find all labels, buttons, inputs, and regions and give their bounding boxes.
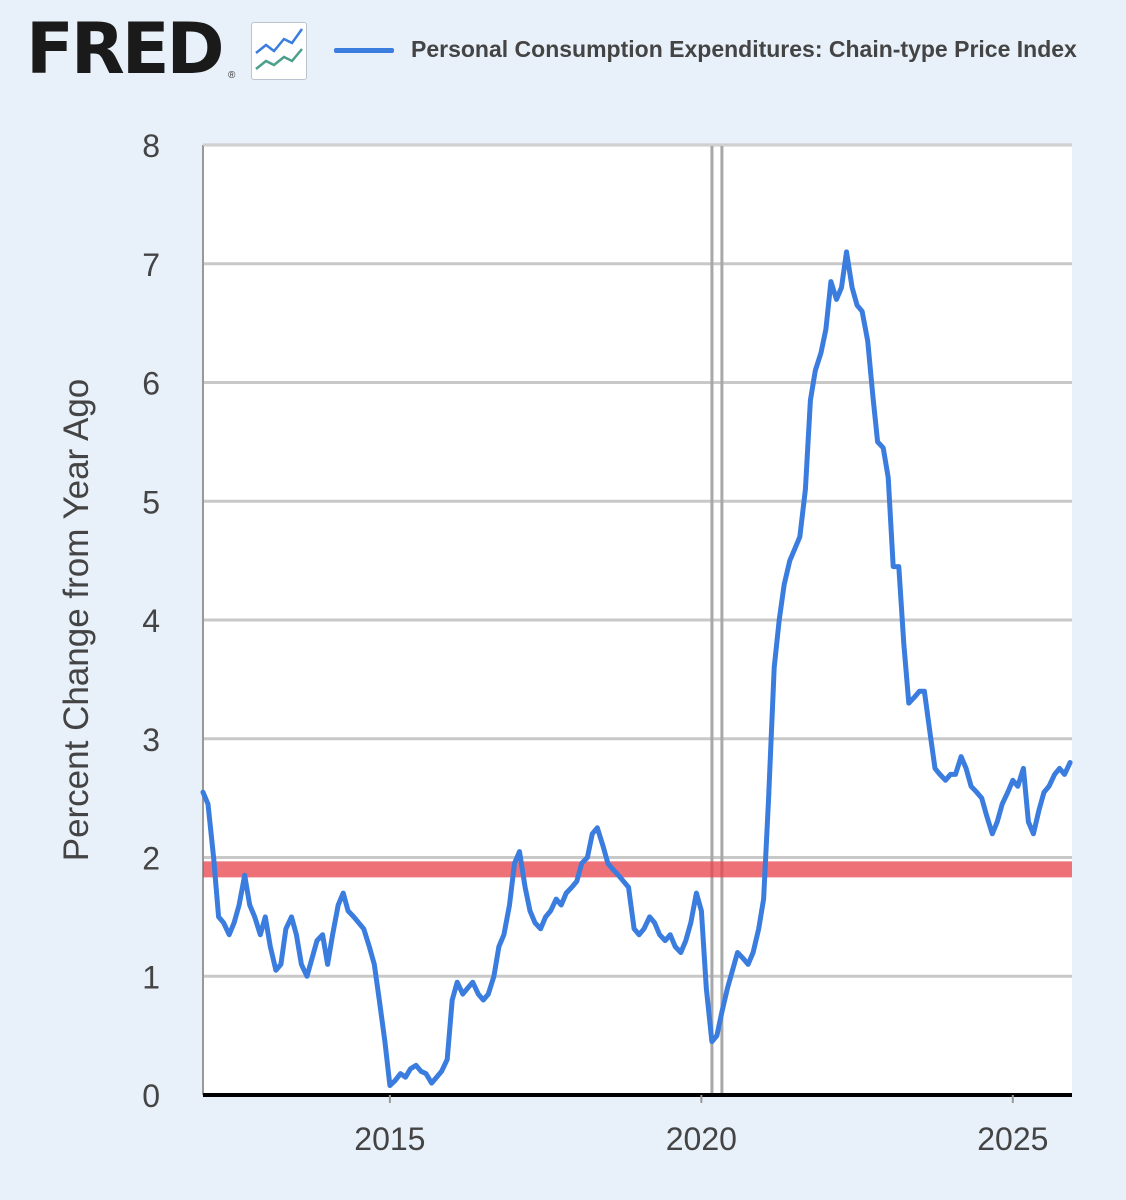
- legend-label: Personal Consumption Expenditures: Chain…: [411, 36, 1077, 62]
- y-tick-label: 3: [142, 722, 160, 758]
- y-tick-label: 6: [142, 366, 160, 402]
- y-tick-label: 2: [142, 841, 160, 877]
- y-axis-title: Percent Change from Year Ago: [57, 379, 96, 862]
- line-chart-icon: [251, 22, 307, 80]
- x-tick-label: 2015: [354, 1121, 425, 1157]
- legend-swatch: [334, 48, 394, 53]
- registered-mark: ®: [228, 70, 236, 81]
- chart-header: FRED ® Personal Consumption Expenditures…: [0, 0, 1126, 110]
- y-tick-label: 7: [142, 247, 160, 283]
- y-tick-label: 0: [142, 1078, 160, 1114]
- y-tick-label: 1: [142, 959, 160, 995]
- x-tick-label: 2020: [666, 1121, 737, 1157]
- series-line-pce: [200, 249, 1073, 1088]
- fred-logo[interactable]: FRED: [26, 8, 225, 90]
- y-tick-label: 4: [142, 603, 160, 639]
- y-tick-label: 5: [142, 484, 160, 520]
- y-tick-label: 8: [142, 128, 160, 164]
- x-tick-label: 2025: [977, 1121, 1048, 1157]
